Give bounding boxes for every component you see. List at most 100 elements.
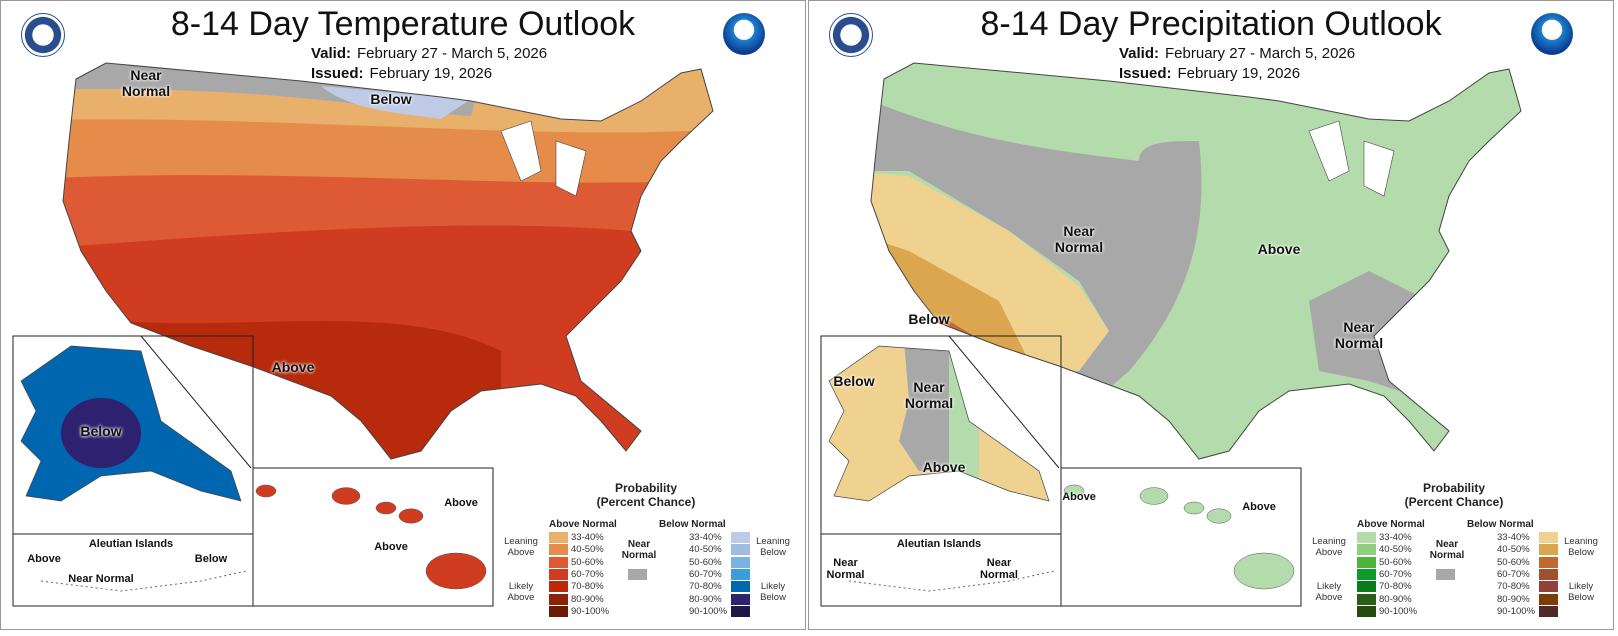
above-range-label: 40-50% [571, 544, 604, 556]
map-label-below: Below [908, 311, 950, 327]
map-label-ak-below: Below [80, 423, 122, 439]
map-label-aleutian: Aleutian Islands [896, 538, 982, 550]
above-swatch [549, 544, 568, 556]
map-label-aleut-above: Above [27, 553, 61, 565]
inset-connector [948, 335, 1060, 469]
below-swatch [1539, 556, 1558, 568]
below-swatch [731, 532, 750, 543]
great-lakes [500, 120, 587, 197]
great-lakes [1308, 120, 1395, 197]
below-range-label: 70-80% [1497, 581, 1530, 593]
conus-outline [870, 62, 1522, 460]
below-swatch [731, 605, 750, 617]
above-range-label: 40-50% [1379, 544, 1412, 556]
inset-connector [140, 335, 252, 469]
above-range-label: 80-90% [1379, 593, 1412, 605]
legend-title: Probability [614, 481, 677, 495]
issued-label: Issued: [311, 65, 364, 82]
map-label-aleut-near1: Near Normal [826, 557, 865, 581]
map-label-above: Above [1257, 241, 1301, 257]
below-swatch [731, 556, 750, 568]
map-label-aleutian: Aleutian Islands [88, 538, 174, 550]
map-svg [820, 62, 1522, 607]
above-range-label: 33-40% [1379, 532, 1412, 543]
below-swatch [731, 568, 750, 580]
valid-dates: February 27 - March 5, 2026 [1165, 45, 1356, 62]
map-label-hi-above2: Above [374, 541, 408, 553]
above-range-label: 60-70% [571, 568, 604, 580]
below-range-label: 90-100% [1497, 605, 1536, 617]
commerce-seal-icon [829, 13, 873, 57]
likely-below-label: Likely Below [1568, 581, 1594, 603]
above-range-label: 70-80% [571, 581, 604, 593]
conus-outline [62, 62, 714, 460]
hawaii-island [375, 501, 397, 515]
map-label-ak-above: Above [922, 459, 966, 475]
map-label-near-normal: Near Normal [1054, 223, 1104, 255]
below-normal-header: Below Normal [1467, 519, 1534, 530]
below-range-label: 50-60% [689, 556, 722, 568]
above-range-label: 90-100% [571, 605, 610, 617]
legend-title: Probability [1422, 481, 1485, 495]
below-range-label: 40-50% [689, 544, 722, 556]
above-swatch [1357, 556, 1376, 568]
above-range-label: 50-60% [571, 556, 604, 568]
leaning-above-label: Leaning Above [1312, 536, 1346, 558]
valid-dates: February 27 - March 5, 2026 [357, 45, 548, 62]
leaning-below-label: Leaning Below [756, 536, 790, 558]
probability-legend: Probability (Percent Chance) Above Norma… [1309, 481, 1609, 621]
below-range-label: 60-70% [689, 568, 722, 580]
above-swatch [549, 568, 568, 580]
issued-date: February 19, 2026 [1177, 65, 1301, 82]
map-title: 8-14 Day Precipitation Outlook [980, 5, 1442, 43]
above-swatch [1357, 605, 1376, 617]
near-normal-swatch [1436, 569, 1455, 580]
likely-above-label: Likely Above [1315, 581, 1343, 603]
map-label-se-near: Near Normal [1334, 319, 1384, 351]
above-swatch [1357, 544, 1376, 556]
below-range-label: 60-70% [1497, 568, 1530, 580]
map-label-hi-above2: Above [1242, 501, 1276, 513]
map-label-below: Below [370, 91, 412, 107]
likely-above-label: Likely Above [507, 581, 535, 603]
below-swatch [1539, 568, 1558, 580]
likely-below-label: Likely Below [760, 581, 786, 603]
below-range-label: 33-40% [689, 532, 722, 543]
above-swatch [549, 605, 568, 617]
below-range-label: 80-90% [1497, 593, 1530, 605]
below-range-label: 80-90% [689, 593, 722, 605]
legend-subtitle: (Percent Chance) [596, 495, 696, 509]
below-swatch [1539, 605, 1558, 617]
hawaii-inset-frame [252, 467, 494, 607]
hawaii-island [1233, 552, 1295, 590]
temperature-outlook-panel: 8-14 Day Temperature Outlook Valid: Febru… [0, 0, 806, 630]
hawaii-island [1139, 487, 1169, 505]
above-range-label: 80-90% [571, 593, 604, 605]
above-range-label: 70-80% [1379, 581, 1412, 593]
probability-legend: Probability (Percent Chance) Above Norma… [501, 481, 801, 621]
below-range-label: 50-60% [1497, 556, 1530, 568]
below-swatch [731, 544, 750, 556]
hawaii-island [255, 484, 277, 498]
map-svg [12, 62, 714, 607]
above-swatch [549, 532, 568, 543]
hawaii-island [1183, 501, 1205, 515]
hawaii-island [398, 508, 424, 524]
below-swatch [1539, 593, 1558, 605]
below-swatch [731, 593, 750, 605]
above-range-label: 60-70% [1379, 568, 1412, 580]
map-label-aleut-near: Near Normal [68, 573, 134, 585]
above-swatch [1357, 568, 1376, 580]
below-range-label: 33-40% [1497, 532, 1530, 543]
map-label-near-normal: Near Normal [121, 67, 171, 99]
map-label-aleut-near2: Near Normal [980, 557, 1018, 581]
region-near-normal [871, 91, 1202, 441]
below-range-label: 40-50% [1497, 544, 1530, 556]
noaa-logo-icon [1531, 13, 1573, 55]
valid-label: Valid: [311, 45, 352, 62]
near-normal-swatch [628, 569, 647, 580]
map-label-hi-above1: Above [444, 497, 478, 509]
noaa-logo-icon [723, 13, 765, 55]
hawaii-island [331, 487, 361, 505]
above-range-label: 33-40% [571, 532, 604, 543]
